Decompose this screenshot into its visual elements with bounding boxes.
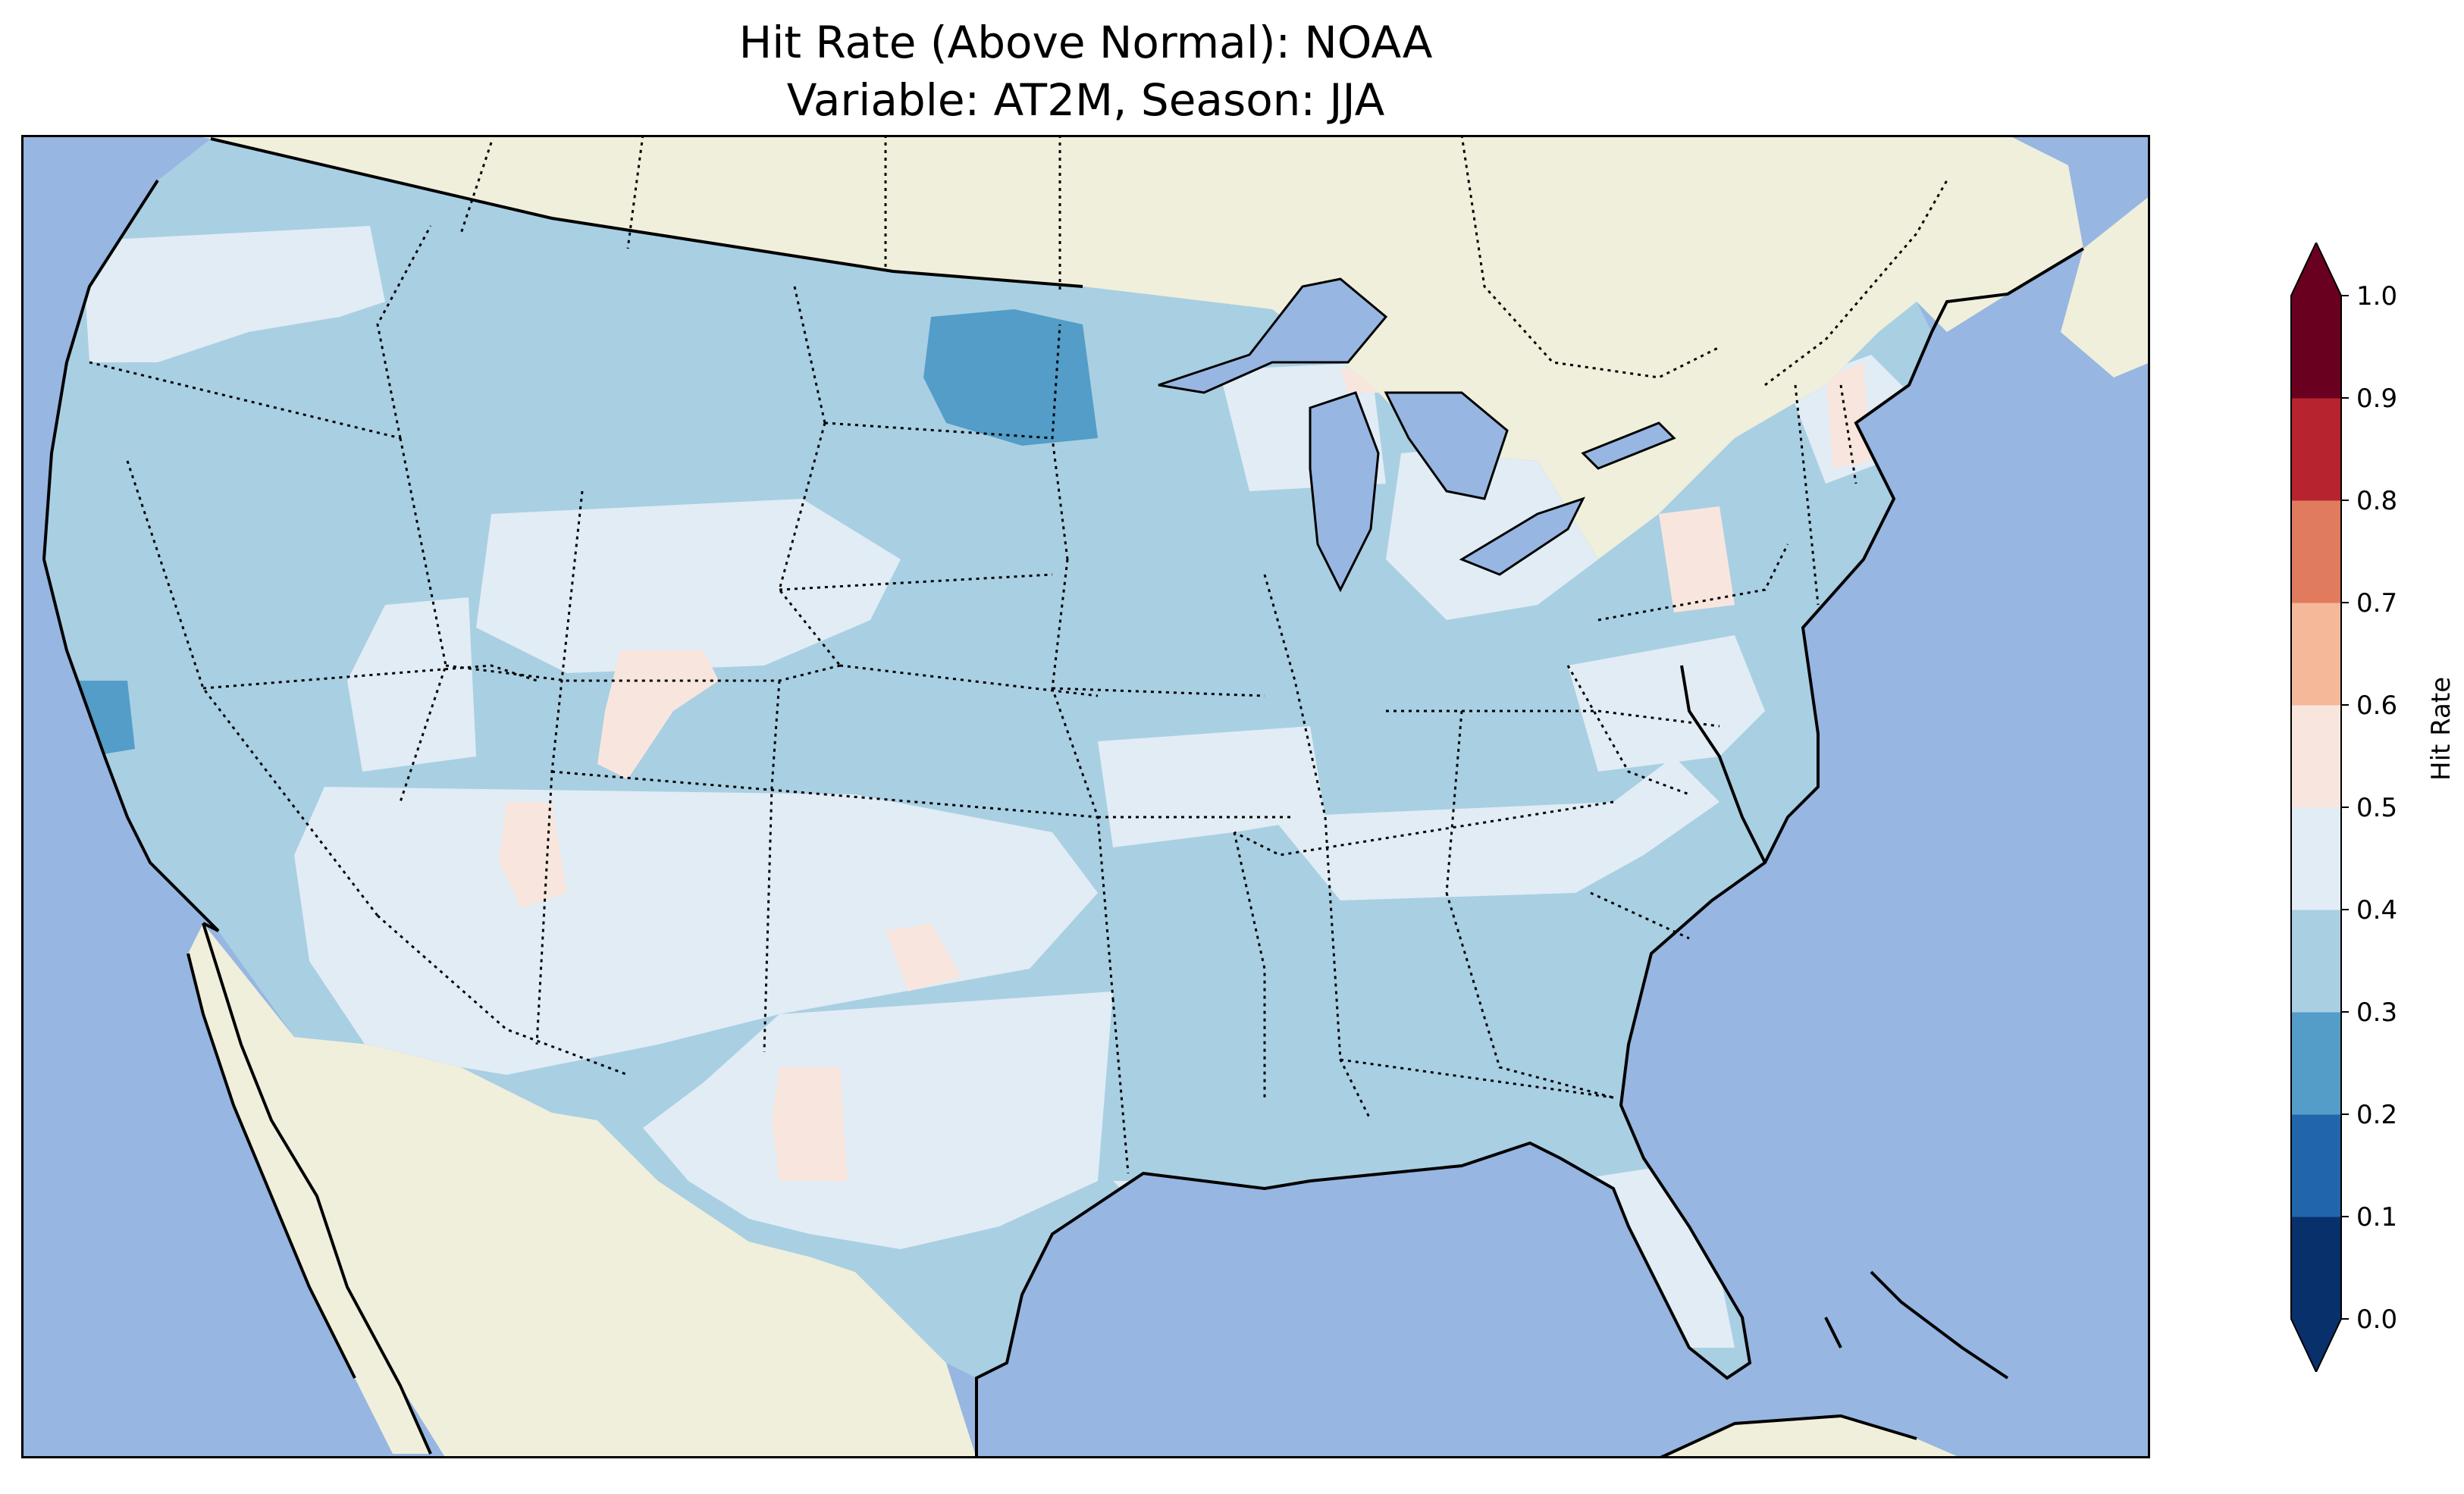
lake-huron [1386,393,1507,499]
colorbar-tick-label: 0.7 [2356,588,2397,619]
lake-superior [1158,279,1386,393]
colorbar-bin [2291,398,2341,501]
lake-shorelines [1158,277,1676,593]
colorbar-tick-label: 1.0 [2356,281,2397,312]
mexico-land [203,923,977,1458]
colorbar: 0.0 0.1 0.2 0.3 0.4 0.5 0.6 0.7 0.8 0.9 1.0 [2267,240,2464,1374]
colorbar-bin [2291,1114,2341,1217]
colorbar-tick-label: 0.9 [2356,384,2397,414]
colorbar-bin [2291,705,2341,808]
colorbar-tick-label: 0.5 [2356,793,2397,823]
colorbar-tick-label: 0.4 [2356,895,2397,926]
colorbar-bin [2291,603,2341,706]
colorbar-svg: 0.0 0.1 0.2 0.3 0.4 0.5 0.6 0.7 0.8 0.9 1.0 [2290,240,2397,1374]
state-borders [89,225,1857,1174]
lake-erie [1462,499,1583,575]
colorbar-tick-label: 0.3 [2356,998,2397,1028]
maritimes-land [2061,196,2150,377]
lake-michigan [1310,393,1378,590]
colorbar-tick-label: 0.0 [2356,1305,2397,1335]
colorbar-bin [2291,296,2341,399]
colorbar-bin [2291,910,2341,1013]
conus-hit-rate-map [21,135,2150,1458]
colorbar-label: Hit Rate [2426,676,2456,781]
colorbar-tick-label: 0.1 [2356,1202,2397,1232]
title-line-2: Variable: AT2M, Season: JJA [786,74,1385,126]
colorbar-extend-min [2291,1319,2341,1372]
colorbar-tick-label: 0.8 [2356,486,2397,516]
chart-title: Hit Rate (Above Normal): NOAA Variable: … [21,14,2150,129]
colorbar-bin [2291,807,2341,910]
colorbar-bin [2291,1012,2341,1115]
map-panel [21,135,2150,1458]
map-border [21,135,2150,1458]
colorbar-tick-label: 0.2 [2356,1100,2397,1130]
colorbar-extend-max [2291,243,2341,296]
coastlines [42,137,2085,1458]
lake-ontario [1583,423,1674,468]
baja-peninsula [188,923,431,1454]
colorbar-bin [2291,500,2341,603]
province-borders [459,135,1948,387]
colorbar-bin [2291,1217,2341,1320]
cuba-land [1659,1416,1962,1458]
title-line-1: Hit Rate (Above Normal): NOAA [738,17,1433,68]
colorbar-tick-label: 0.6 [2356,691,2397,721]
